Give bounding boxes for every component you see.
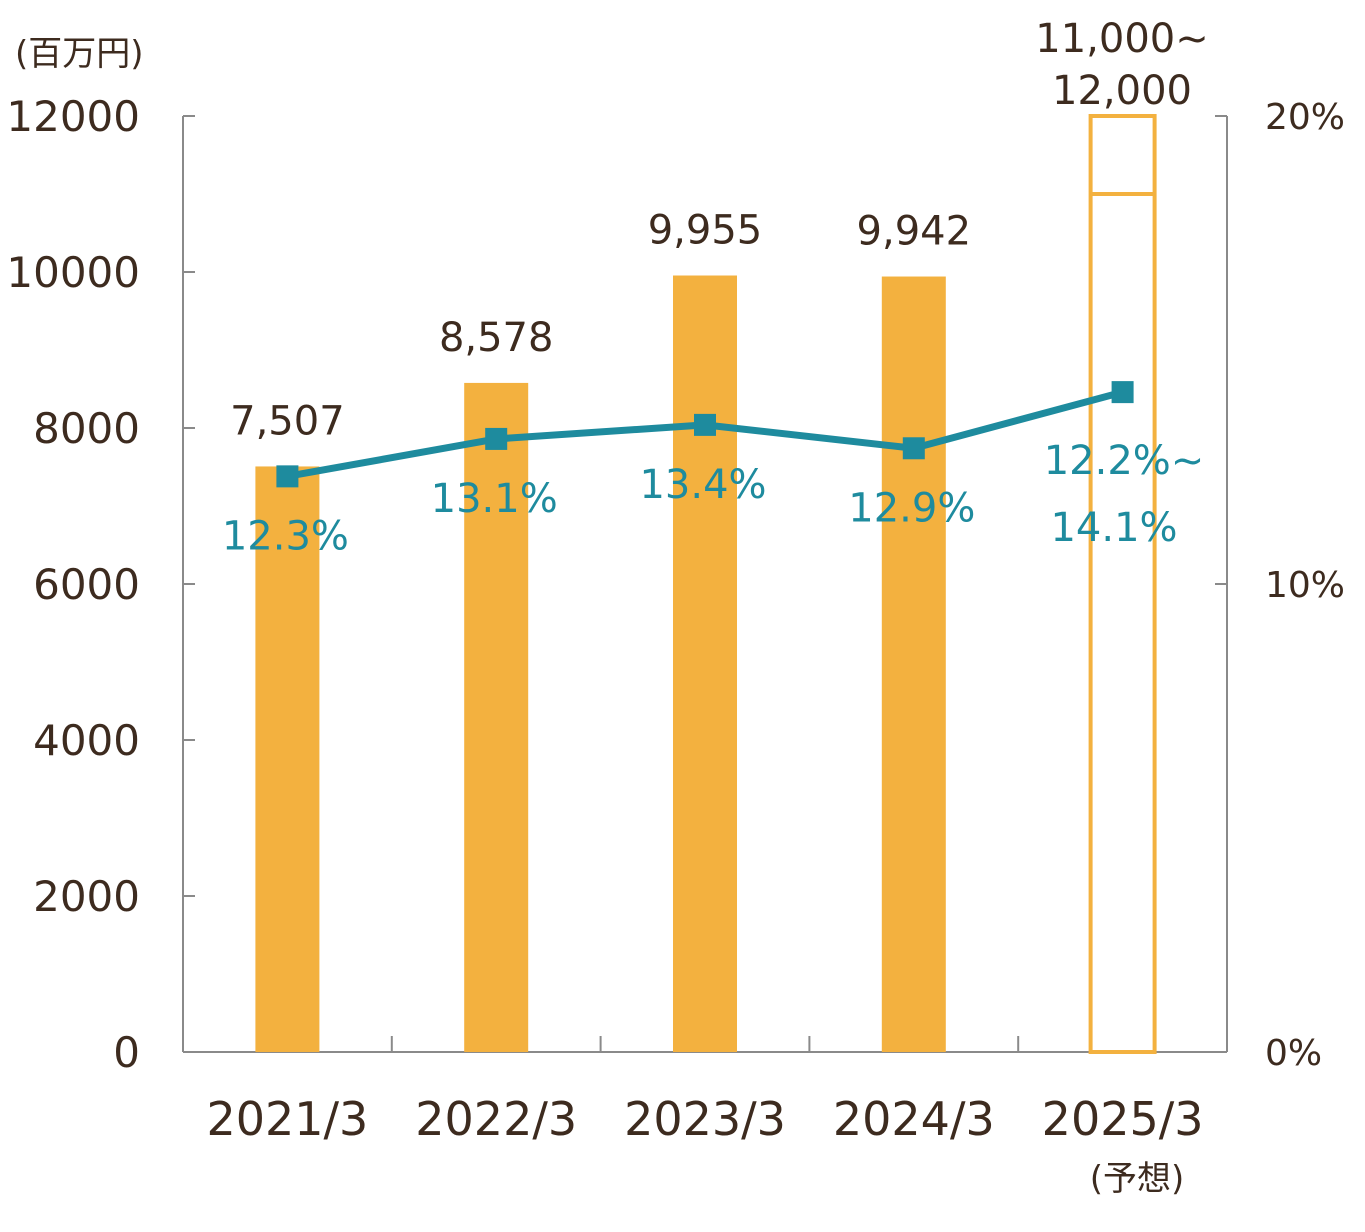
x-tick-label: 2022/3 [415,1092,577,1146]
bar [881,276,946,1052]
left-tick-label: 10000 [6,248,140,297]
bar-value-label: 9,942 [857,209,972,255]
left-tick-label: 2000 [33,872,140,921]
x-tick-label: 2023/3 [624,1092,786,1146]
right-tick-label: 10% [1265,565,1345,606]
ratio-marker [1111,381,1134,404]
forecast-bar-label-line1: 11,000~ [1035,16,1208,62]
ratio-value-label: 13.1% [431,476,558,522]
left-tick-label: 12000 [6,92,140,141]
forecast-ratio-label-line2: 14.1% [1050,505,1177,551]
x-tick-label: 2021/3 [206,1092,368,1146]
left-tick-label: 8000 [33,404,140,453]
x-tick-label: 2024/3 [833,1092,995,1146]
ratio-value-label: 12.3% [222,513,349,559]
right-tick-label: 20% [1265,97,1345,138]
axes: 0 2000 4000 6000 8000 10000 12000 0% 10% 20% 2021/… [6,92,1345,1146]
forecast-bar-outline [1088,114,1157,1054]
ratio-marker [694,413,716,436]
bar-value-label: 8,578 [439,315,554,361]
ratio-marker [485,427,508,450]
right-tick-label: 0% [1265,1033,1322,1074]
forecast-ratio-label-line1: 12.2%~ [1044,438,1205,484]
ratio-line [276,381,1134,488]
ratio-value-label: 12.9% [848,485,975,531]
forecast-bar-label-line2: 12,000 [1052,68,1192,114]
forecast-note: (予想) [1090,1159,1185,1199]
x-tick-label: 2025/3 [1042,1092,1204,1146]
ratio-marker [902,437,925,460]
left-tick-label: 0 [113,1028,140,1077]
ratio-value-label: 13.4% [639,462,766,508]
bar [464,382,529,1052]
left-tick-label: 4000 [33,716,140,765]
unit-label: (百万円) [15,34,144,74]
bar-value-label: 9,955 [648,208,763,254]
left-tick-label: 6000 [33,560,140,609]
ratio-marker [276,465,299,488]
bar [673,275,737,1052]
bar-value-label: 7,507 [230,398,345,444]
bar [255,466,320,1053]
data-labels: 7,507 8,578 9,955 9,942 12.3% 13.1% 13.4% 12.9%… [222,208,1204,560]
bars [255,114,1157,1054]
